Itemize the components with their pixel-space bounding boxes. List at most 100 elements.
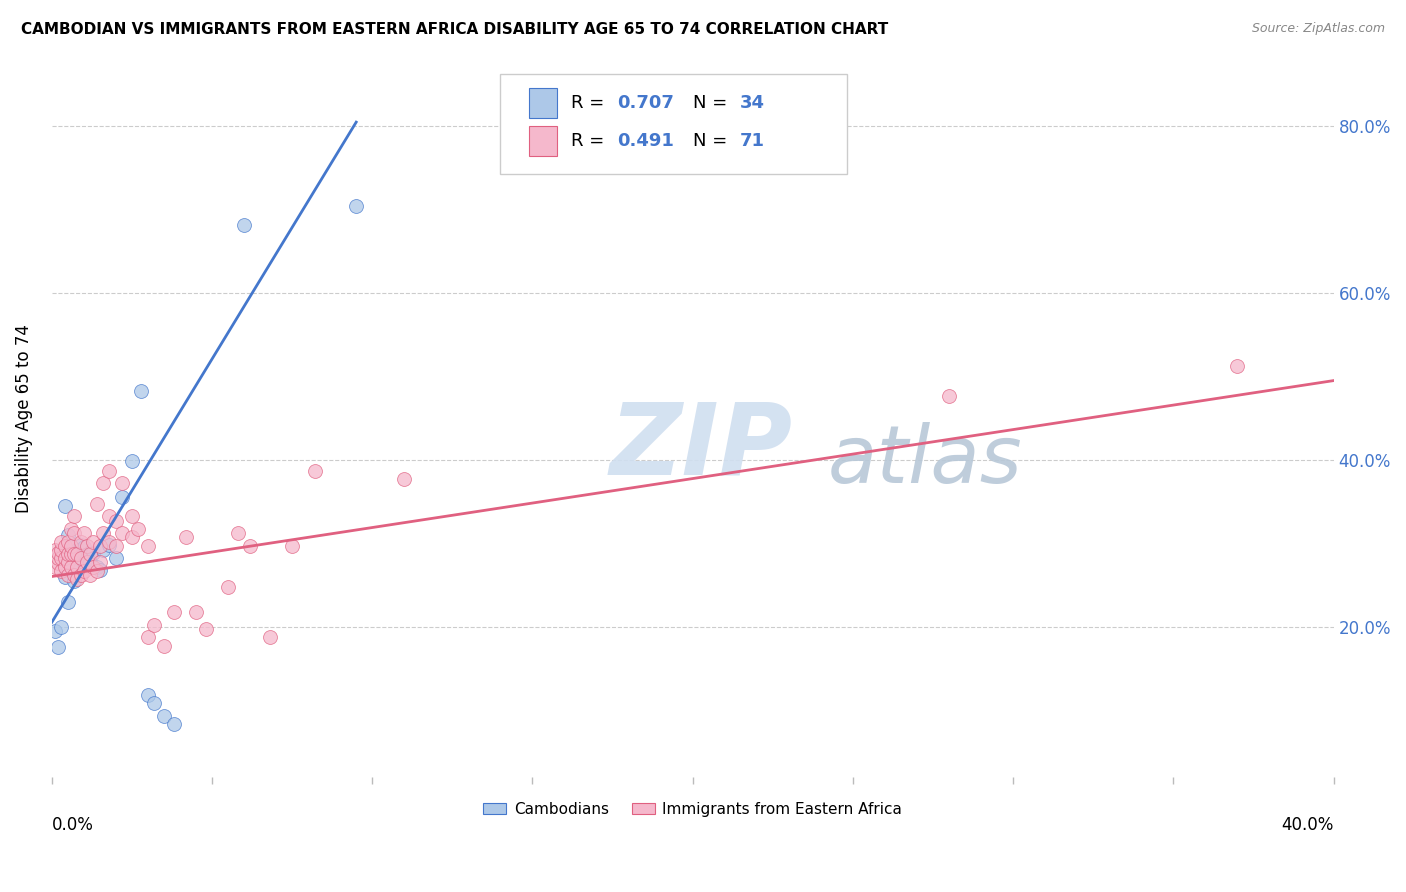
Text: ZIP: ZIP	[609, 399, 793, 495]
Point	[53, 569, 76, 583]
Text: N =: N =	[693, 132, 733, 150]
Point	[344, 198, 367, 212]
Point	[143, 618, 166, 632]
Point	[938, 388, 960, 402]
Point	[66, 559, 89, 574]
Point	[79, 555, 101, 569]
Point	[66, 547, 89, 561]
Point	[69, 567, 91, 582]
Point	[82, 534, 104, 549]
Point	[59, 563, 82, 577]
Point	[73, 555, 96, 569]
Point	[1226, 359, 1249, 374]
Point	[46, 640, 69, 655]
Point	[63, 574, 86, 588]
Point	[56, 547, 79, 561]
Point	[53, 539, 76, 553]
Point	[98, 464, 121, 478]
Point	[217, 580, 239, 594]
Point	[51, 619, 73, 633]
Text: R =: R =	[571, 132, 610, 150]
Point	[394, 472, 416, 486]
Point	[59, 541, 82, 555]
Text: N =: N =	[693, 94, 733, 112]
Point	[56, 567, 79, 582]
Text: 0.707: 0.707	[617, 94, 673, 112]
Point	[66, 542, 89, 557]
Point	[66, 572, 89, 586]
Point	[91, 476, 114, 491]
Point	[86, 564, 108, 578]
Point	[304, 464, 326, 478]
FancyBboxPatch shape	[529, 87, 557, 118]
Point	[121, 509, 143, 524]
Point	[56, 534, 79, 549]
Point	[66, 563, 89, 577]
Point	[239, 539, 262, 553]
Point	[226, 526, 249, 541]
Point	[51, 542, 73, 557]
Point	[98, 534, 121, 549]
Text: atlas: atlas	[827, 422, 1022, 500]
Point	[184, 606, 207, 620]
Point	[79, 567, 101, 582]
Point	[46, 546, 69, 560]
Point	[63, 547, 86, 561]
Point	[121, 530, 143, 544]
Point	[56, 553, 79, 567]
Point	[63, 567, 86, 582]
Point	[136, 539, 159, 553]
Point	[111, 491, 134, 505]
FancyBboxPatch shape	[529, 126, 557, 156]
Point	[121, 454, 143, 468]
Point	[111, 476, 134, 491]
Point	[76, 555, 98, 569]
Point	[69, 551, 91, 566]
Point	[59, 559, 82, 574]
Point	[259, 631, 281, 645]
Point	[73, 564, 96, 578]
Y-axis label: Disability Age 65 to 74: Disability Age 65 to 74	[15, 324, 32, 513]
Text: 0.491: 0.491	[617, 132, 673, 150]
Point	[73, 526, 96, 541]
Point	[131, 384, 153, 399]
Point	[104, 514, 127, 528]
Point	[136, 688, 159, 702]
Point	[82, 546, 104, 560]
Point	[162, 606, 184, 620]
Point	[44, 542, 66, 557]
Text: 34: 34	[740, 94, 765, 112]
Point	[82, 559, 104, 574]
Point	[91, 526, 114, 541]
Point	[233, 218, 256, 232]
Legend: Cambodians, Immigrants from Eastern Africa: Cambodians, Immigrants from Eastern Afri…	[477, 796, 908, 822]
Point	[63, 509, 86, 524]
Point	[136, 631, 159, 645]
Point	[46, 551, 69, 566]
Point	[59, 539, 82, 553]
Point	[69, 538, 91, 552]
FancyBboxPatch shape	[501, 74, 846, 174]
Point	[86, 497, 108, 511]
Text: CAMBODIAN VS IMMIGRANTS FROM EASTERN AFRICA DISABILITY AGE 65 TO 74 CORRELATION : CAMBODIAN VS IMMIGRANTS FROM EASTERN AFR…	[21, 22, 889, 37]
Point	[89, 555, 111, 569]
Point	[281, 539, 304, 553]
Point	[44, 559, 66, 574]
Point	[69, 534, 91, 549]
Point	[143, 696, 166, 710]
Point	[44, 624, 66, 638]
Point	[76, 539, 98, 553]
Text: 0.0%: 0.0%	[52, 816, 94, 834]
Point	[63, 526, 86, 541]
Point	[51, 534, 73, 549]
Point	[91, 542, 114, 557]
Point	[153, 708, 176, 723]
Point	[176, 530, 198, 544]
Point	[111, 526, 134, 541]
Point	[79, 547, 101, 561]
Point	[59, 547, 82, 561]
Point	[46, 556, 69, 570]
Point	[53, 499, 76, 513]
Point	[73, 540, 96, 554]
Point	[98, 538, 121, 552]
